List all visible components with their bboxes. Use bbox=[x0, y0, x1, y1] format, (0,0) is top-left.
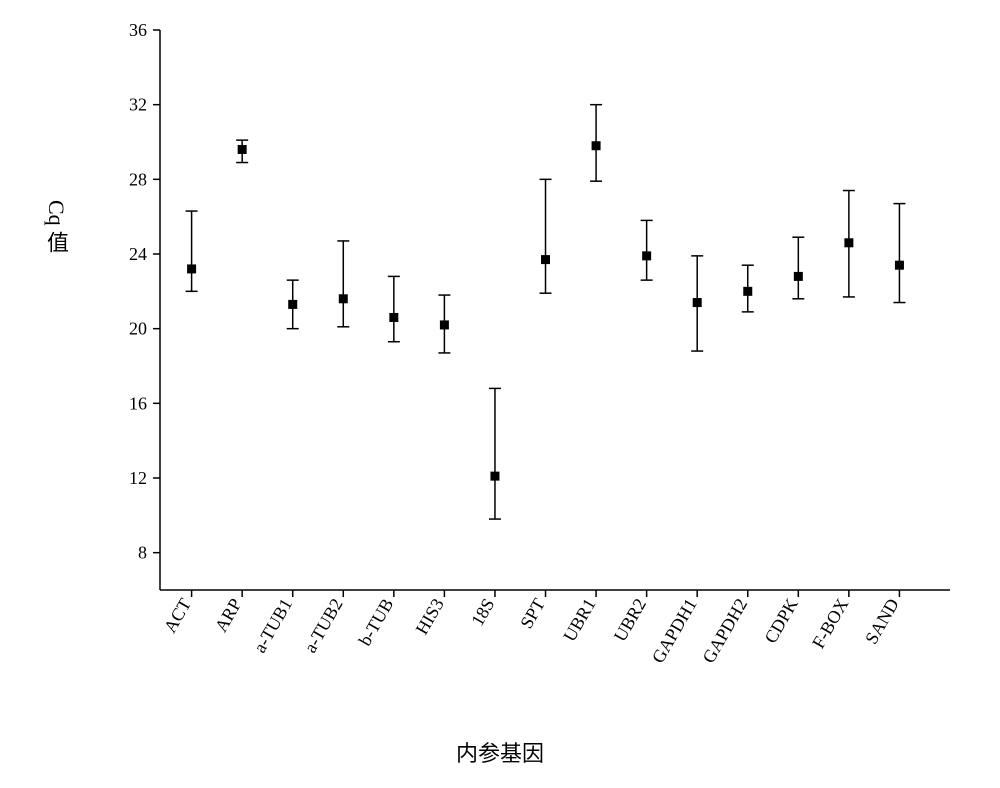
y-tick-label: 36 bbox=[129, 20, 147, 40]
data-marker bbox=[187, 264, 196, 273]
x-tick-label: ACT bbox=[160, 595, 195, 636]
y-tick-label: 12 bbox=[129, 468, 147, 488]
x-tick-label: GAPDH1 bbox=[648, 595, 701, 667]
data-marker bbox=[490, 472, 499, 481]
y-tick-label: 8 bbox=[138, 543, 147, 563]
data-marker bbox=[743, 287, 752, 296]
x-tick-label: UBR1 bbox=[559, 595, 599, 645]
data-marker bbox=[844, 238, 853, 247]
x-tick-label: F-BOX bbox=[808, 595, 852, 652]
data-marker bbox=[895, 261, 904, 270]
x-tick-label: UBR2 bbox=[610, 595, 650, 645]
x-tick-label: GAPDH2 bbox=[698, 595, 751, 667]
y-tick-label: 28 bbox=[129, 169, 147, 189]
x-tick-label: ARP bbox=[211, 595, 246, 635]
y-tick-label: 24 bbox=[129, 244, 147, 264]
y-tick-label: 16 bbox=[129, 393, 147, 413]
x-tick-label: HIS3 bbox=[412, 595, 448, 638]
data-marker bbox=[541, 255, 550, 264]
x-tick-label: 18S bbox=[467, 595, 498, 629]
data-marker bbox=[288, 300, 297, 309]
x-tick-label: SAND bbox=[861, 595, 903, 647]
data-marker bbox=[693, 298, 702, 307]
x-tick-label: SPT bbox=[516, 595, 549, 632]
data-marker bbox=[440, 320, 449, 329]
y-tick-label: 32 bbox=[129, 95, 147, 115]
data-marker bbox=[238, 145, 247, 154]
x-tick-label: a-TUB2 bbox=[300, 595, 347, 656]
y-tick-label: 20 bbox=[129, 319, 147, 339]
data-marker bbox=[592, 141, 601, 150]
plot-area: 812162024283236ACTARPa-TUB1a-TUB2b-TUBHI… bbox=[160, 30, 950, 590]
data-marker bbox=[794, 272, 803, 281]
chart-container: Cq 值 内参基因 812162024283236ACTARPa-TUB1a-T… bbox=[0, 0, 1000, 788]
data-marker bbox=[389, 313, 398, 322]
x-tick-label: a-TUB1 bbox=[249, 595, 296, 656]
x-axis-title: 内参基因 bbox=[0, 736, 1000, 768]
x-tick-label: b-TUB bbox=[354, 595, 397, 649]
data-marker bbox=[339, 294, 348, 303]
y-axis-title: Cq 值 bbox=[40, 200, 72, 253]
x-tick-label: CDPK bbox=[760, 595, 801, 647]
data-marker bbox=[642, 251, 651, 260]
